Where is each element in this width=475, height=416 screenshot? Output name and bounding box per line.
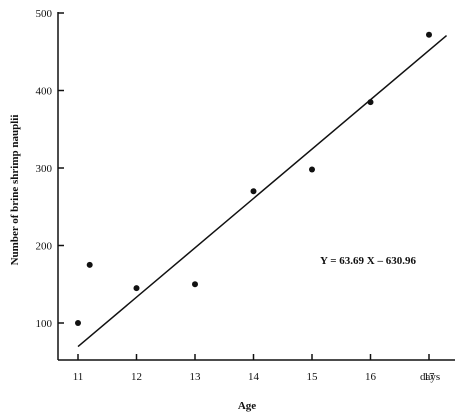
x-axis-title: Age xyxy=(238,400,256,412)
y-tick-label: 400 xyxy=(36,86,53,98)
regression-equation: Y = 63.69 X – 630.96 xyxy=(320,255,416,267)
regression-line xyxy=(77,34,448,348)
y-tick-label: 200 xyxy=(36,241,53,253)
x-tick-label: 14 xyxy=(248,371,260,383)
data-point xyxy=(192,281,198,288)
data-point xyxy=(86,261,93,268)
x-tick-label: 16 xyxy=(365,371,377,383)
x-tick-label: 12 xyxy=(131,371,142,383)
y-axis-title: Number of brine shrimp nauplii xyxy=(9,115,21,266)
x-tick-label: 15 xyxy=(307,371,319,383)
y-axis-ticks: 100 200 300 400 500 xyxy=(36,8,64,330)
data-point xyxy=(426,31,432,38)
y-tick-label: 500 xyxy=(36,8,53,20)
x-axis-ticks: 11 12 13 14 15 16 17 xyxy=(73,354,435,383)
x-axis-unit-label: days xyxy=(420,371,440,383)
y-tick-label: 300 xyxy=(36,163,53,175)
data-point xyxy=(75,320,81,326)
data-point xyxy=(309,166,315,173)
x-tick-label: 17 xyxy=(424,371,436,383)
data-points xyxy=(75,31,432,326)
y-tick-label: 100 xyxy=(36,318,53,330)
data-point xyxy=(250,188,257,195)
data-point xyxy=(133,285,140,292)
data-point xyxy=(367,99,374,106)
x-tick-label: 11 xyxy=(73,371,84,383)
x-tick-label: 13 xyxy=(190,371,202,383)
